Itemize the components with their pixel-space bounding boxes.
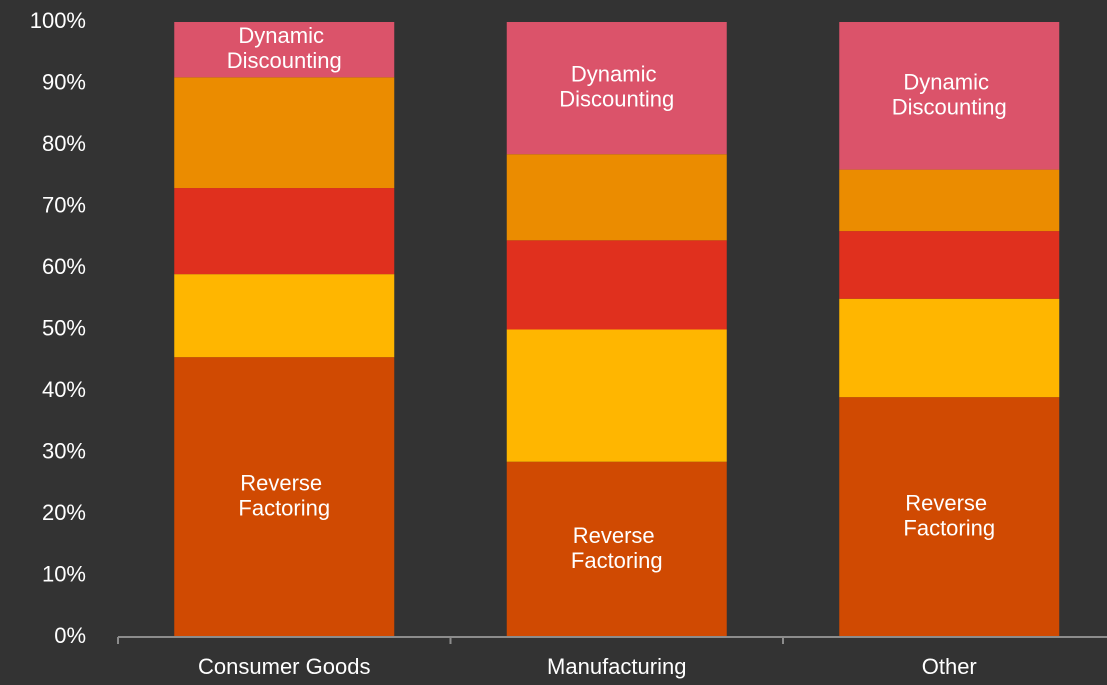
- segment-label: Dynamic Discounting: [559, 61, 674, 111]
- bar-segment: [839, 169, 1060, 232]
- bar-segment: [506, 154, 727, 241]
- y-tick-label: 60%: [42, 254, 86, 279]
- y-tick-label: 30%: [42, 438, 86, 463]
- y-tick-label: 20%: [42, 500, 86, 525]
- segment-label: Reverse Factoring: [238, 470, 330, 520]
- bar-segment: [506, 22, 727, 155]
- y-tick-label: 0%: [54, 623, 86, 648]
- bar-segment: [839, 298, 1060, 398]
- bar-segment: [506, 461, 727, 637]
- y-tick-label: 40%: [42, 377, 86, 402]
- bar-segment: [506, 240, 727, 330]
- x-tick-label: Consumer Goods: [198, 654, 370, 679]
- y-tick-label: 100%: [30, 8, 86, 33]
- y-tick-label: 10%: [42, 561, 86, 586]
- bar-segment: [839, 231, 1060, 299]
- segment-label: Reverse Factoring: [903, 490, 995, 540]
- bar-segment: [839, 397, 1060, 637]
- x-tick-label: Other: [922, 654, 977, 679]
- x-tick-label: Manufacturing: [547, 654, 686, 679]
- bar-segment: [174, 77, 395, 189]
- y-tick-label: 70%: [42, 192, 86, 217]
- bar-segment: [174, 357, 395, 637]
- y-tick-label: 80%: [42, 131, 86, 156]
- bar-segment: [506, 329, 727, 462]
- segment-label: Dynamic Discounting: [227, 23, 342, 73]
- segment-label: Dynamic Discounting: [892, 69, 1007, 119]
- bar-segment: [174, 22, 395, 78]
- bar-segment: [174, 274, 395, 358]
- bar-segment: [174, 188, 395, 275]
- y-tick-label: 50%: [42, 315, 86, 340]
- segment-label: Reverse Factoring: [571, 523, 663, 573]
- bar-segment: [839, 22, 1060, 170]
- y-tick-label: 90%: [42, 69, 86, 94]
